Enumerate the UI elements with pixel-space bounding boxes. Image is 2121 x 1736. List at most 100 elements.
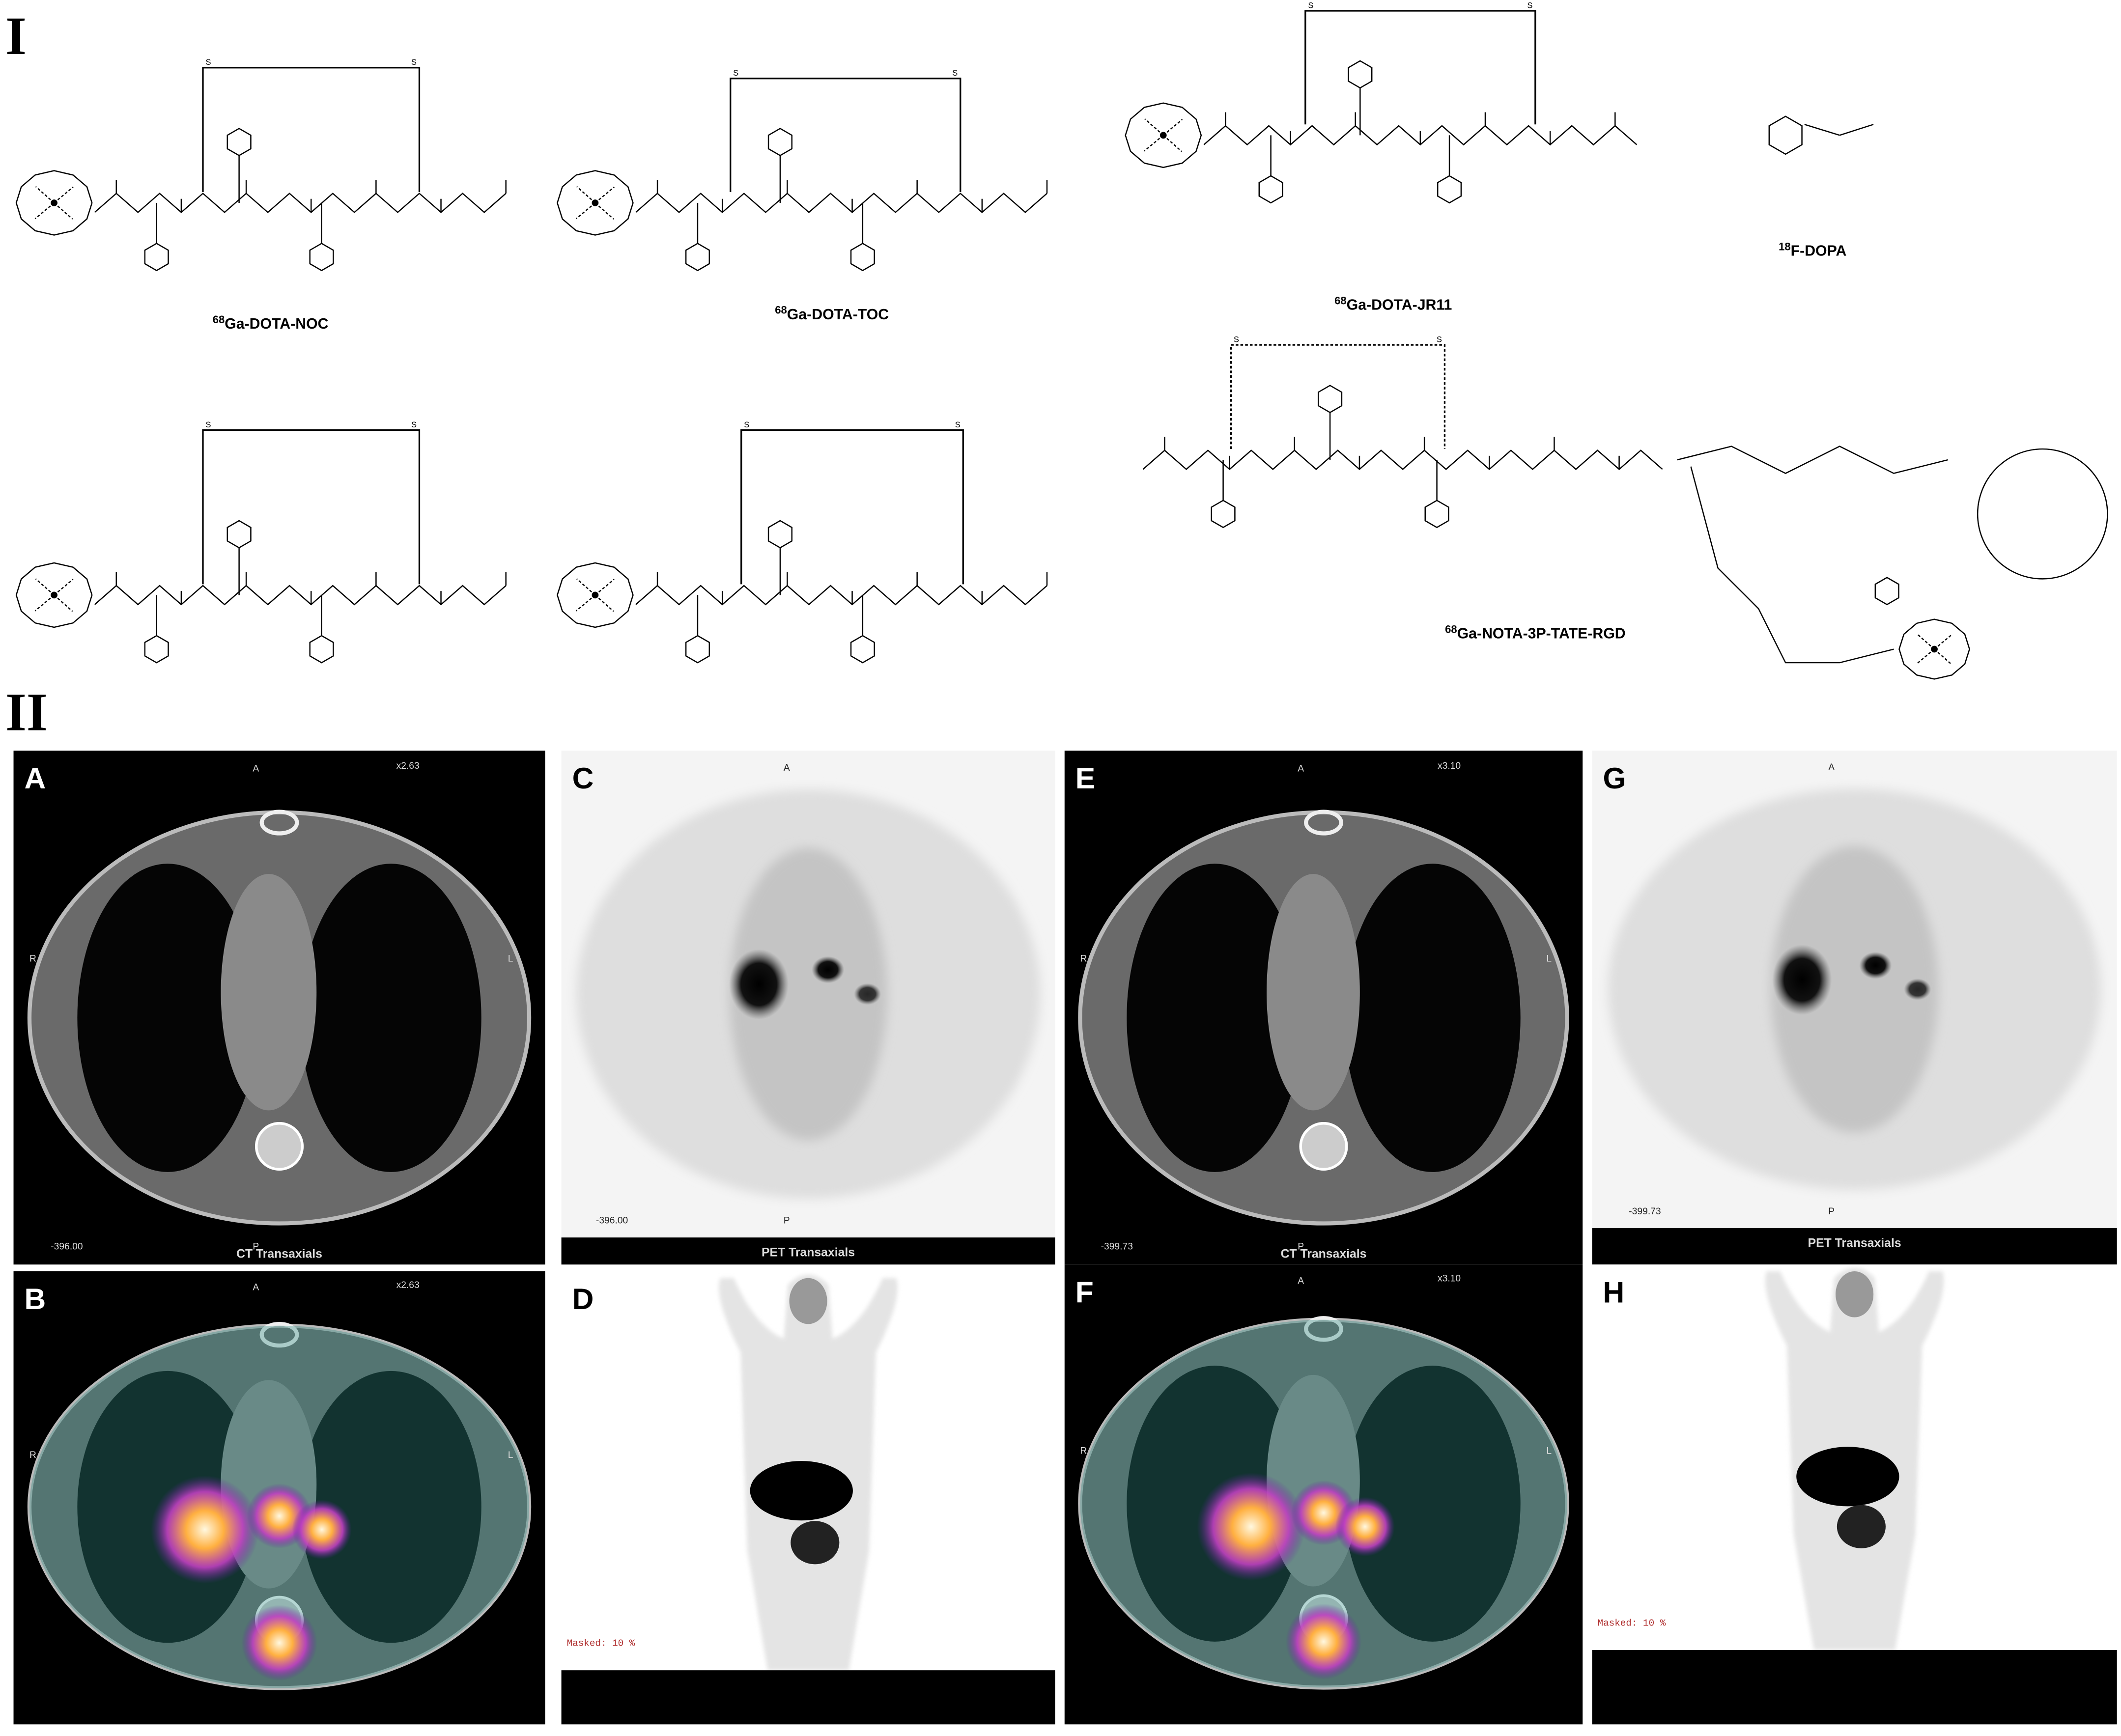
bond: [594, 202, 614, 220]
isotope-superscript: 68: [1445, 623, 1457, 635]
ring: [767, 128, 792, 157]
compound-name-text: Ga-DOTA-JR11: [1347, 297, 1452, 313]
disulfide-bridge: [202, 429, 421, 585]
ring: [1258, 175, 1283, 204]
panel-caption: CT Transaxials: [1281, 1247, 1367, 1260]
vertebra: [1299, 1122, 1348, 1171]
panel-note: Masked: 10 %: [567, 1638, 635, 1649]
overlay-text: R: [29, 954, 36, 964]
panel-label: A: [25, 761, 46, 795]
panel-label: B: [25, 1282, 46, 1316]
panel: G A P -399.73 PET Transaxials: [1592, 751, 2117, 1265]
panel-caption: PET Transaxials: [762, 1246, 855, 1260]
bond: [576, 578, 596, 596]
ring: [850, 243, 875, 272]
overlay-text: A: [253, 1283, 259, 1293]
bond: [1162, 119, 1183, 136]
disulfide-bridge: [1304, 10, 1536, 125]
backbone: [94, 193, 507, 213]
ring: [767, 520, 792, 549]
bond: [594, 579, 615, 596]
atom-label: S: [411, 420, 417, 429]
overlay-text: L: [1546, 954, 1552, 964]
compound-name-text: Ga-DOTA-TOC: [787, 307, 889, 323]
overlay-text: A: [1298, 1276, 1304, 1286]
backbone: [635, 193, 1047, 213]
lung: [1344, 1366, 1521, 1642]
lung: [1127, 864, 1303, 1172]
atom-label: S: [744, 420, 749, 429]
mediastinum: [1770, 846, 1939, 1133]
metal: [592, 199, 599, 206]
panel-caption: CT Transaxials: [236, 1247, 322, 1260]
compound-name-text: Ga-NOTA-3P-TATE-RGD: [1457, 626, 1626, 642]
overlay-text: P: [1298, 1241, 1304, 1252]
overlay-text: R: [1080, 1446, 1087, 1456]
black-bar: [1592, 1228, 2117, 1265]
overlay-text: A: [253, 763, 259, 774]
panel: H Masked: 10 %: [1592, 1264, 2117, 1725]
compound-name: 68Ga-DOTA-JR11: [1334, 294, 1452, 313]
disulfide-bridge: [202, 67, 421, 192]
overlay-text: -396.00: [596, 1216, 628, 1226]
atom-label: S: [1527, 1, 1532, 10]
ring: [309, 243, 334, 272]
bond: [1144, 118, 1164, 136]
bond: [1934, 634, 1952, 650]
bond: [35, 578, 55, 596]
bond: [1916, 648, 1935, 665]
ring: [1874, 577, 1899, 606]
bond: [54, 186, 74, 203]
uptake: [1859, 952, 1892, 979]
ring: [685, 243, 710, 272]
bond: [1934, 648, 1952, 665]
disulfide-bridge: [730, 78, 962, 192]
uptake: [150, 1475, 259, 1584]
head: [1836, 1271, 1874, 1317]
overlay-text: A: [1828, 762, 1835, 773]
structures: S SS SS SS S S SS S68Ga-DOTA-NOC68Ga-DOTA-TOC68…: [15, 1, 2108, 790]
overlay-text: -399.73: [1629, 1206, 1661, 1217]
bond: [1162, 135, 1183, 152]
isotope-superscript: 18: [1779, 240, 1791, 252]
ring: [1424, 500, 1449, 529]
atom-label: S: [733, 69, 738, 78]
atom-label: S: [411, 58, 417, 67]
compound-name: 68Ga-NOTA-3P-TATE-RGD: [1445, 623, 1625, 642]
sternum: [1304, 1316, 1343, 1342]
compound-name: 18F-DOPA: [1779, 240, 1846, 259]
lung: [77, 864, 258, 1172]
overlay-text: P: [1828, 1206, 1835, 1217]
mediastinum: [729, 848, 887, 1140]
sternum: [259, 810, 299, 836]
black-bar: [1592, 1650, 2117, 1725]
backbone: [635, 585, 1047, 606]
mediastinum: [1267, 874, 1360, 1111]
panel-label: G: [1603, 761, 1626, 795]
part-label: I: [5, 6, 27, 66]
overlay-text: L: [508, 1450, 513, 1460]
metal: [51, 591, 58, 599]
bond: [1839, 124, 1874, 136]
overlay-text: -399.73: [1101, 1241, 1133, 1252]
panel-caption: PET Transaxials: [1808, 1236, 1901, 1250]
ring: [309, 635, 334, 664]
panel-label: F: [1075, 1275, 1094, 1309]
atom-label: S: [952, 69, 958, 78]
bond: [54, 202, 73, 220]
panel-label: E: [1075, 761, 1095, 795]
organ-uptake: [1796, 1447, 1899, 1507]
bond: [34, 594, 55, 612]
panel-note: Masked: 10 %: [1598, 1618, 1666, 1628]
uptake: [1335, 1497, 1395, 1557]
organ-uptake: [1837, 1505, 1886, 1548]
overlay-text: A: [1298, 763, 1304, 774]
linker: [1690, 466, 1894, 664]
bond: [1804, 124, 1840, 136]
overlay-text: P: [784, 1216, 790, 1226]
overlay-text: x3.10: [1438, 1274, 1461, 1284]
